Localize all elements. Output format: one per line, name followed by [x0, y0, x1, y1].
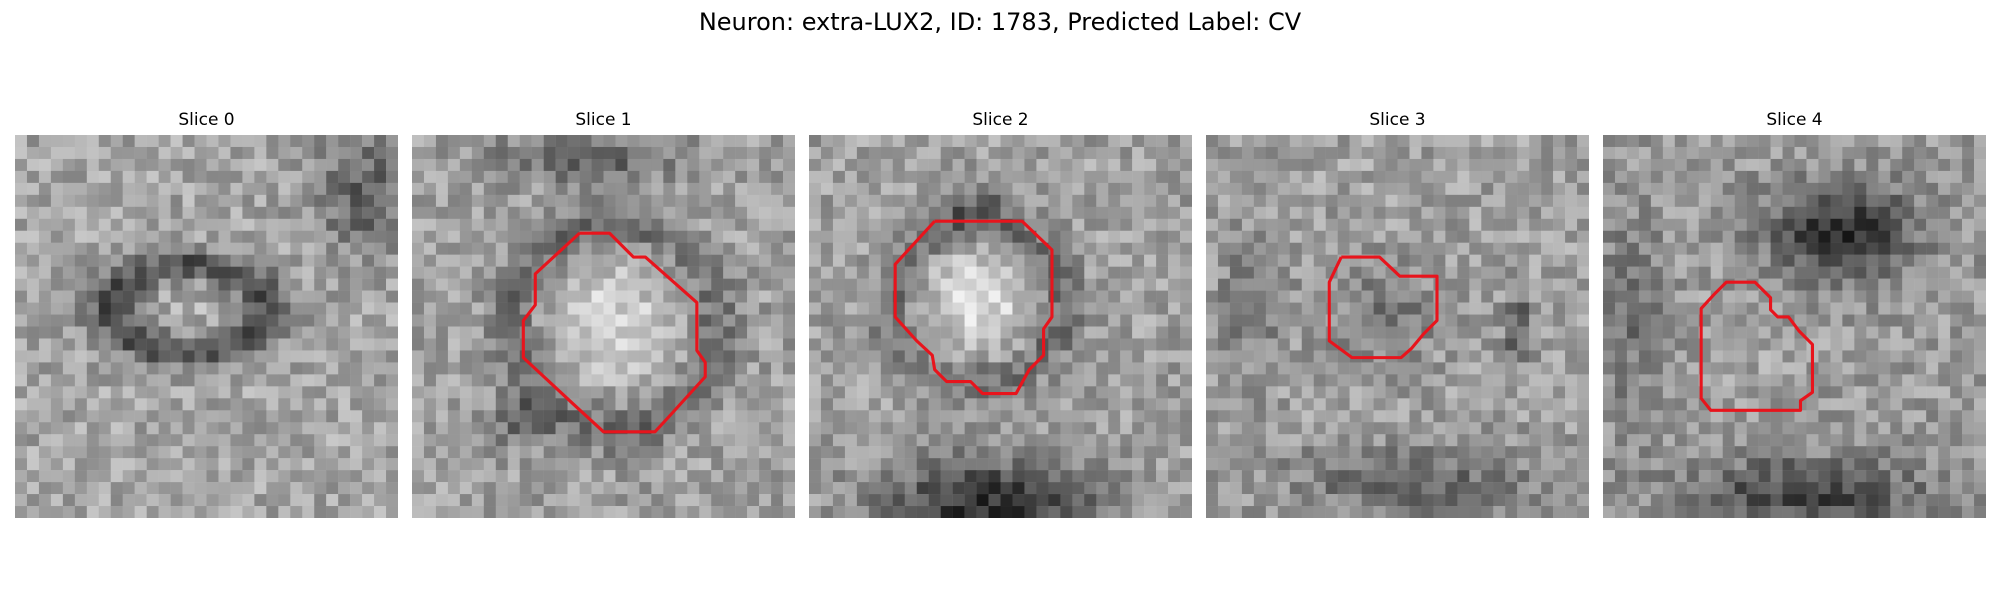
slice-title: Slice 1	[575, 110, 632, 130]
segmentation-contour	[521, 231, 707, 434]
slice-image	[1603, 135, 1986, 518]
segmentation-contour	[1327, 255, 1439, 360]
segmentation-contour	[893, 219, 1054, 396]
grayscale-pixels	[809, 135, 1192, 518]
grayscale-pixels	[1206, 135, 1589, 518]
segmentation-contour	[1699, 280, 1815, 412]
grayscale-pixels	[1603, 135, 1986, 518]
slice-image	[1206, 135, 1589, 518]
slice-image	[809, 135, 1192, 518]
slice-title: Slice 3	[1369, 110, 1426, 130]
figure-title: Neuron: extra-LUX2, ID: 1783, Predicted …	[698, 8, 1302, 36]
slice-title: Slice 0	[178, 110, 235, 130]
slice-image	[15, 135, 398, 518]
slice-panel-0: Slice 0	[15, 110, 398, 522]
slice-panel-3: Slice 3	[1206, 110, 1589, 522]
slice-panel-4: Slice 4	[1603, 110, 1986, 522]
slice-title: Slice 2	[972, 110, 1029, 130]
slice-image	[412, 135, 795, 518]
slice-panel-1: Slice 1	[412, 110, 795, 522]
slice-title: Slice 4	[1766, 110, 1823, 130]
grayscale-pixels	[15, 135, 398, 518]
grayscale-pixels	[412, 135, 795, 518]
slice-panel-2: Slice 2	[809, 110, 1192, 522]
